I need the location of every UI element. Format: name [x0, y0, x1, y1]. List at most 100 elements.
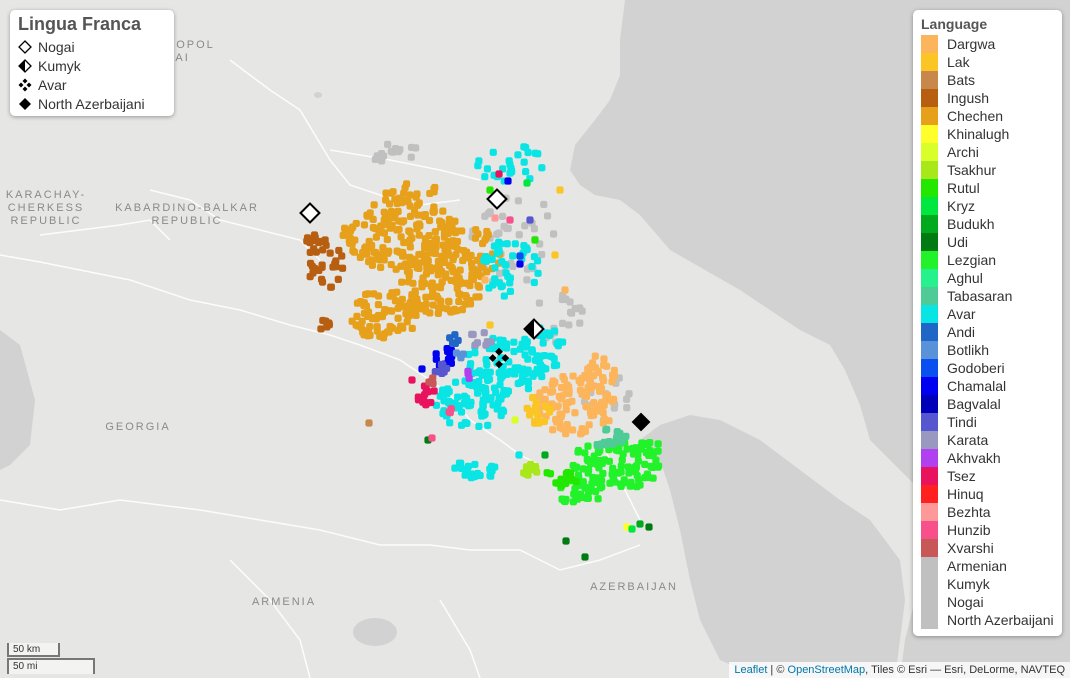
language-point[interactable]	[613, 428, 621, 436]
language-point[interactable]	[506, 160, 514, 169]
language-point[interactable]	[610, 366, 618, 374]
language-point[interactable]	[583, 494, 591, 502]
language-point[interactable]	[418, 283, 426, 291]
language-point[interactable]	[471, 349, 479, 357]
nogai-marker-icon[interactable]	[486, 188, 508, 210]
language-point[interactable]	[557, 413, 565, 421]
language-point[interactable]	[573, 495, 582, 503]
language-point[interactable]	[475, 293, 483, 301]
language-point[interactable]	[514, 364, 522, 372]
language-point[interactable]	[521, 222, 529, 230]
language-point[interactable]	[528, 262, 536, 271]
language-point[interactable]	[309, 269, 317, 277]
language-point[interactable]	[450, 241, 458, 249]
language-point[interactable]	[431, 183, 439, 192]
language-point[interactable]	[523, 377, 531, 385]
language-point[interactable]	[504, 177, 512, 185]
language-point[interactable]	[415, 264, 423, 272]
language-point[interactable]	[397, 233, 405, 241]
language-point[interactable]	[476, 367, 484, 375]
language-point[interactable]	[515, 231, 523, 239]
language-point[interactable]	[381, 220, 390, 228]
language-point[interactable]	[358, 317, 366, 325]
language-point[interactable]	[503, 240, 511, 248]
language-point[interactable]	[581, 449, 589, 457]
language-point[interactable]	[534, 150, 542, 158]
language-point[interactable]	[509, 262, 517, 271]
language-point[interactable]	[538, 164, 546, 172]
language-point[interactable]	[565, 389, 573, 398]
language-point[interactable]	[400, 217, 408, 225]
language-point[interactable]	[569, 372, 577, 380]
language-point[interactable]	[634, 457, 643, 465]
language-point[interactable]	[636, 481, 644, 489]
language-point[interactable]	[564, 468, 572, 477]
language-point[interactable]	[457, 464, 466, 473]
language-point[interactable]	[506, 216, 514, 224]
language-point[interactable]	[335, 246, 343, 255]
language-point[interactable]	[348, 240, 356, 248]
language-point[interactable]	[445, 297, 453, 305]
language-point[interactable]	[524, 366, 532, 374]
language-point[interactable]	[392, 265, 400, 273]
language-point[interactable]	[437, 223, 445, 231]
language-point[interactable]	[432, 401, 441, 409]
language-point[interactable]	[591, 352, 599, 360]
language-point[interactable]	[643, 470, 652, 478]
language-point[interactable]	[448, 339, 457, 347]
language-point[interactable]	[312, 248, 320, 256]
language-point[interactable]	[322, 241, 330, 249]
language-point[interactable]	[608, 398, 617, 406]
language-point[interactable]	[644, 440, 652, 448]
language-point[interactable]	[361, 244, 369, 252]
language-point[interactable]	[408, 324, 416, 333]
language-point[interactable]	[423, 239, 432, 247]
language-point[interactable]	[533, 468, 541, 476]
language-point[interactable]	[634, 451, 642, 459]
language-point[interactable]	[452, 250, 460, 259]
language-point[interactable]	[480, 329, 488, 337]
language-point[interactable]	[366, 209, 374, 217]
language-point[interactable]	[597, 476, 606, 485]
language-point[interactable]	[451, 378, 460, 386]
language-point[interactable]	[373, 323, 381, 331]
language-point[interactable]	[487, 394, 495, 402]
language-point[interactable]	[471, 460, 479, 469]
language-point[interactable]	[414, 259, 422, 267]
language-point[interactable]	[454, 393, 462, 401]
language-point[interactable]	[609, 464, 617, 472]
language-point[interactable]	[590, 399, 598, 407]
language-point[interactable]	[372, 233, 380, 241]
language-point[interactable]	[403, 318, 411, 326]
language-point[interactable]	[633, 471, 641, 480]
language-point[interactable]	[461, 471, 469, 479]
language-point[interactable]	[540, 200, 548, 209]
language-point[interactable]	[530, 253, 539, 261]
language-point[interactable]	[418, 365, 426, 373]
language-point[interactable]	[522, 470, 530, 478]
language-point[interactable]	[429, 379, 437, 388]
language-point[interactable]	[458, 306, 466, 314]
language-point[interactable]	[489, 148, 497, 156]
language-point[interactable]	[420, 212, 429, 221]
language-point[interactable]	[578, 390, 586, 398]
language-point[interactable]	[372, 248, 380, 257]
language-point[interactable]	[431, 228, 439, 236]
language-point[interactable]	[506, 169, 514, 177]
language-point[interactable]	[467, 251, 475, 260]
language-point[interactable]	[484, 230, 492, 239]
language-point[interactable]	[322, 317, 330, 325]
language-point[interactable]	[538, 250, 546, 259]
language-point[interactable]	[511, 416, 519, 424]
language-point[interactable]	[495, 393, 503, 402]
language-point[interactable]	[514, 197, 523, 205]
language-point[interactable]	[430, 387, 438, 395]
language-point[interactable]	[499, 336, 507, 345]
language-point[interactable]	[495, 229, 503, 237]
language-point[interactable]	[542, 365, 550, 373]
language-point[interactable]	[349, 223, 357, 231]
language-point[interactable]	[366, 331, 374, 339]
language-point[interactable]	[435, 264, 443, 272]
language-point[interactable]	[546, 404, 554, 412]
language-point[interactable]	[362, 302, 371, 310]
